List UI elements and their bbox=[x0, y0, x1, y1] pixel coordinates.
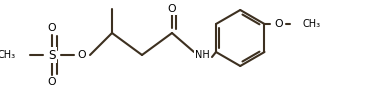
Text: O: O bbox=[78, 50, 86, 60]
Text: CH₃: CH₃ bbox=[0, 50, 16, 60]
Text: O: O bbox=[168, 4, 176, 14]
Text: O: O bbox=[48, 23, 57, 33]
Text: CH₃: CH₃ bbox=[303, 19, 320, 29]
Text: O: O bbox=[48, 77, 57, 87]
Text: NH: NH bbox=[195, 50, 209, 60]
Text: S: S bbox=[48, 49, 56, 61]
Text: O: O bbox=[274, 19, 283, 29]
